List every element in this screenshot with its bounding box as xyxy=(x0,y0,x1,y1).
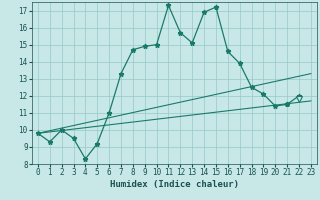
X-axis label: Humidex (Indice chaleur): Humidex (Indice chaleur) xyxy=(110,180,239,189)
